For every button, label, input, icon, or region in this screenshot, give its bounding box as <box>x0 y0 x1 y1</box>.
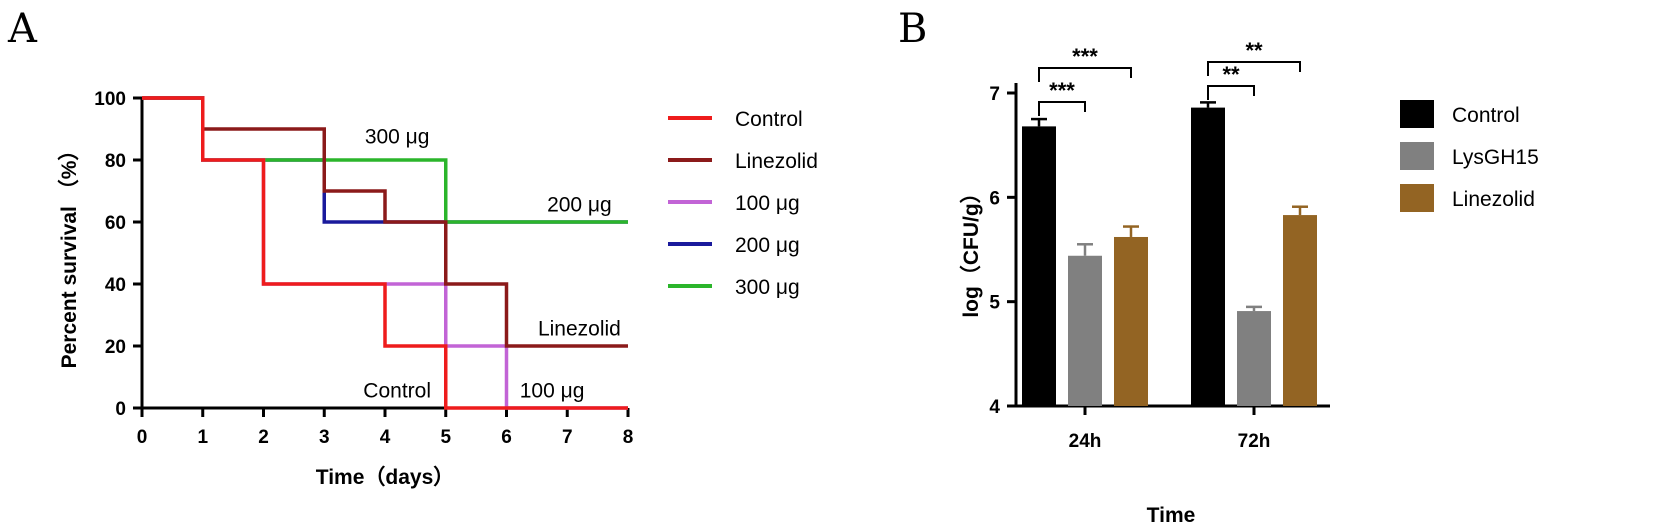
curve-annotation: 100 μg <box>520 380 585 403</box>
cfu-significance: ********** <box>1038 38 1301 116</box>
y-tick-label: 40 <box>105 275 126 296</box>
legend-label: Linezolid <box>735 150 818 173</box>
x-tick-label: 6 <box>501 427 512 448</box>
x-tick-label: 5 <box>440 427 451 448</box>
survival-annotations: 300 μg 200 μg Linezolid Control 100 μg <box>363 125 621 402</box>
significance-label: *** <box>1049 78 1075 103</box>
legend-label: 200 μg <box>735 234 800 257</box>
legend-label: 100 μg <box>735 192 800 215</box>
bar-control-24h <box>1022 126 1056 407</box>
curve-annotation: Linezolid <box>538 318 621 341</box>
x-tick-label: 3 <box>319 427 330 448</box>
significance-label: *** <box>1072 44 1098 69</box>
x-tick-label: 2 <box>258 427 269 448</box>
y-tick-label: 20 <box>105 337 126 358</box>
legend-label: 300 μg <box>735 276 800 299</box>
significance-bracket <box>1038 101 1086 116</box>
curve-annotation: 200 μg <box>547 194 612 217</box>
bar-linezolid-72h <box>1283 215 1317 406</box>
y-tick-label: 7 <box>989 84 1000 105</box>
panel-a-letter: A <box>7 6 38 52</box>
x-tick-label: 24h <box>1069 431 1102 452</box>
cfu-legend: Control LysGH15 Linezolid <box>1400 100 1539 212</box>
bar-control-72h <box>1191 107 1225 407</box>
bar-lysgh15-72h <box>1237 311 1271 406</box>
cfu-x-axis-title: Time <box>1147 504 1196 527</box>
y-tick-label: 0 <box>115 399 126 420</box>
legend-label: Control <box>735 108 803 131</box>
x-tick-label: 1 <box>197 427 208 448</box>
significance-bracket <box>1038 67 1132 82</box>
legend-label: LysGH15 <box>1452 146 1539 169</box>
survival-legend: Control Linezolid 100 μg 200 μg 300 μg <box>668 108 818 299</box>
y-tick-label: 100 <box>94 89 126 110</box>
y-tick-label: 5 <box>989 293 1000 314</box>
significance-bracket <box>1207 85 1255 100</box>
bar-lysgh15-24h <box>1068 255 1102 406</box>
x-tick-label: 8 <box>623 427 634 448</box>
curve-annotation: 300 μg <box>365 125 430 148</box>
y-tick-label: 6 <box>989 188 1000 209</box>
x-tick-label: 4 <box>380 427 391 448</box>
legend-swatch <box>1400 100 1434 128</box>
x-tick-label: 72h <box>1238 431 1271 452</box>
x-tick-label: 0 <box>137 427 148 448</box>
significance-label: ** <box>1222 62 1240 87</box>
survival-series <box>142 96 628 410</box>
y-tick-label: 4 <box>989 397 1000 418</box>
significance-label: ** <box>1245 38 1263 63</box>
y-tick-label: 80 <box>105 151 126 172</box>
survival-y-axis-title: Percent survival （%） <box>57 140 81 369</box>
legend-label: Linezolid <box>1452 188 1535 211</box>
x-tick-label: 7 <box>562 427 573 448</box>
panel-b-letter: B <box>898 6 927 52</box>
bar-linezolid-24h <box>1114 236 1148 406</box>
y-tick-label: 60 <box>105 213 126 234</box>
survival-line-0 <box>142 96 628 410</box>
cfu-y-axis-title: log（CFU/g） <box>959 182 983 317</box>
curve-annotation: Control <box>363 380 431 403</box>
legend-swatch <box>1400 184 1434 212</box>
survival-x-axis-title: Time（days） <box>316 465 455 489</box>
cfu-bars <box>1022 101 1317 407</box>
legend-label: Control <box>1452 104 1520 127</box>
legend-swatch <box>1400 142 1434 170</box>
significance-bracket <box>1207 61 1301 76</box>
